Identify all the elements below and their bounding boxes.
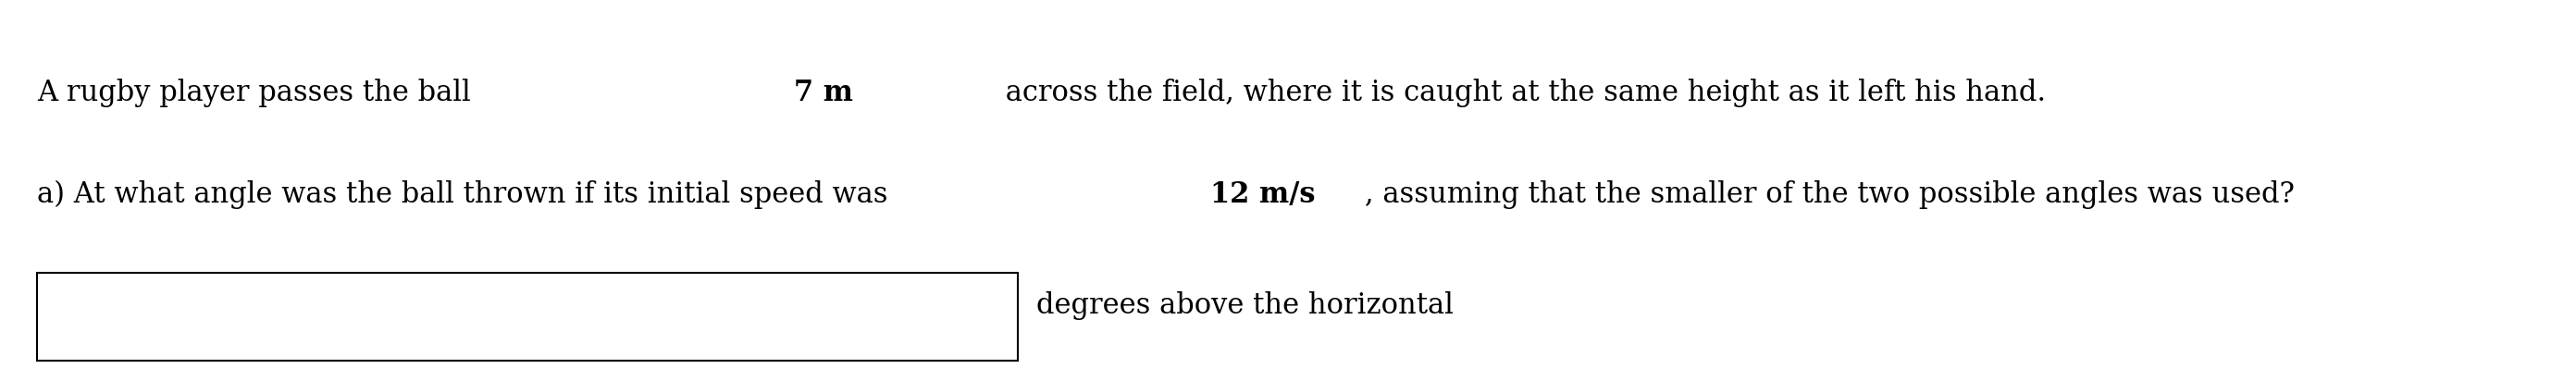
Text: degrees above the horizontal: degrees above the horizontal xyxy=(1036,291,1453,320)
Text: 7 m: 7 m xyxy=(793,78,853,107)
Text: across the field, where it is caught at the same height as it left his hand.: across the field, where it is caught at … xyxy=(997,78,2045,107)
Text: A rugby player passes the ball: A rugby player passes the ball xyxy=(36,78,479,107)
Text: a) At what angle was the ball thrown if its initial speed was: a) At what angle was the ball thrown if … xyxy=(36,180,896,209)
Text: 12 m/s: 12 m/s xyxy=(1211,180,1316,208)
Text: , assuming that the smaller of the two possible angles was used?: , assuming that the smaller of the two p… xyxy=(1365,180,2295,208)
Bar xyxy=(36,273,1018,361)
